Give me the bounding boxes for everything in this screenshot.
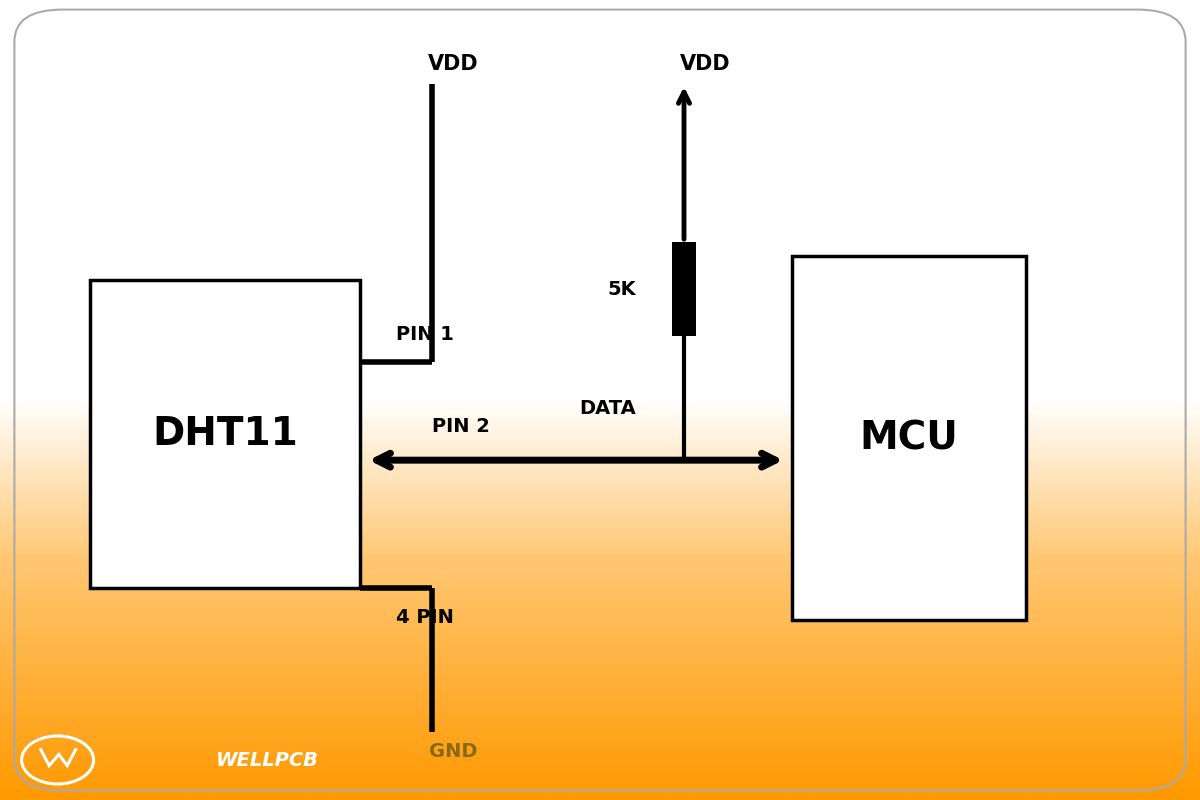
Text: PIN 1: PIN 1 [396, 325, 454, 344]
Text: 5K: 5K [607, 279, 636, 298]
Text: WELLPCB: WELLPCB [216, 750, 319, 770]
Text: DHT11: DHT11 [152, 415, 298, 453]
Text: DATA: DATA [580, 398, 636, 418]
Text: 4 PIN: 4 PIN [396, 608, 454, 627]
Bar [792, 256, 1026, 620]
Bar [90, 280, 360, 588]
Text: VDD: VDD [680, 54, 731, 74]
Text: PIN 2: PIN 2 [432, 417, 490, 436]
Text: MCU: MCU [859, 419, 959, 457]
Bar [672, 242, 696, 336]
Text: GND: GND [430, 742, 478, 761]
Text: VDD: VDD [428, 54, 479, 74]
